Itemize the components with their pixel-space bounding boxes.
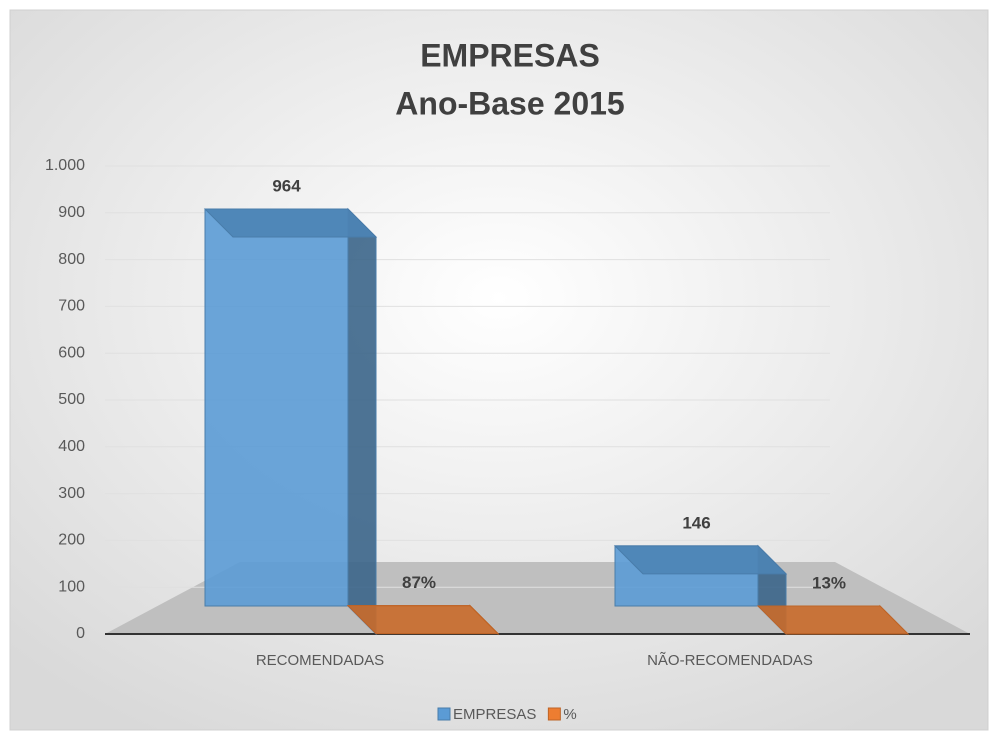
x-tick-label: RECOMENDADAS xyxy=(256,652,384,669)
y-tick-label: 700 xyxy=(58,298,85,315)
chart-subtitle: Ano-Base 2015 xyxy=(395,85,624,121)
legend-label: EMPRESAS xyxy=(453,706,536,723)
x-tick-label: NÃO-RECOMENDADAS xyxy=(647,652,813,669)
bar-top xyxy=(613,545,788,575)
bar xyxy=(346,604,500,636)
y-tick-label: 900 xyxy=(58,204,85,221)
y-tick-label: 500 xyxy=(58,391,85,408)
bar xyxy=(613,544,788,636)
y-tick-label: 600 xyxy=(58,344,85,361)
legend-swatch xyxy=(437,707,451,721)
data-label: 13% xyxy=(812,573,846,592)
bar-top xyxy=(756,605,910,635)
bar-side xyxy=(347,207,377,636)
y-tick-label: 100 xyxy=(58,578,85,595)
legend-label: % xyxy=(563,706,576,723)
y-tick-label: 800 xyxy=(58,251,85,268)
y-tick-label: 1.000 xyxy=(45,157,85,174)
y-tick-label: 0 xyxy=(76,625,85,642)
data-label: 146 xyxy=(682,513,710,532)
bar-top xyxy=(346,605,500,635)
y-tick-label: 200 xyxy=(58,532,85,549)
bar-top xyxy=(203,208,378,238)
data-label: 87% xyxy=(402,573,436,592)
chart-title: EMPRESAS xyxy=(420,37,600,73)
y-tick-label: 400 xyxy=(58,438,85,455)
bar-front xyxy=(204,208,349,607)
bar xyxy=(756,604,910,636)
data-label: 964 xyxy=(272,176,301,195)
legend-swatch xyxy=(547,707,561,721)
bar xyxy=(203,207,378,636)
y-tick-label: 300 xyxy=(58,485,85,502)
